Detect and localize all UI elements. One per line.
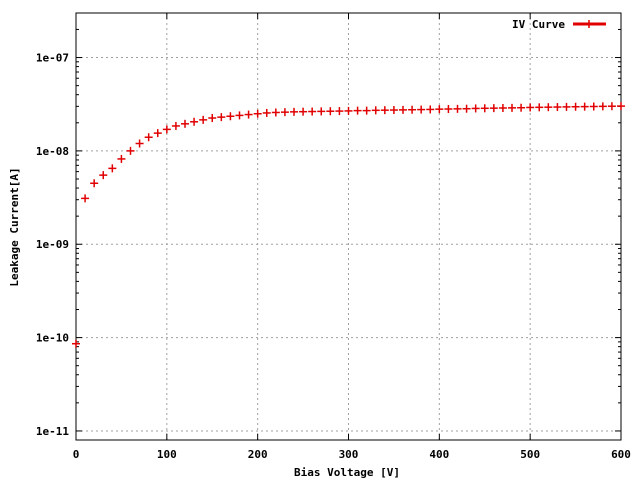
x-tick-labels: 0 100 200 300 400 500 600	[73, 448, 631, 461]
data-point	[508, 103, 516, 112]
data-point	[517, 103, 526, 112]
data-point	[108, 164, 117, 173]
data-point	[226, 112, 235, 121]
data-point	[117, 154, 126, 163]
data-point	[444, 105, 453, 114]
y-tick-label: 1e-10	[36, 332, 69, 345]
data-point	[408, 105, 417, 114]
data-point	[489, 104, 498, 113]
data-point	[262, 108, 271, 117]
plot-frame	[75, 12, 622, 441]
data-point	[72, 339, 80, 348]
y-tick-labels: 1e-11 1e-10 1e-09 1e-08 1e-07	[36, 52, 69, 438]
x-tick-label: 200	[248, 448, 268, 461]
y-tick-label: 1e-09	[36, 238, 69, 251]
data-point	[571, 102, 580, 111]
x-tick-label: 600	[611, 448, 631, 461]
data-point	[244, 110, 253, 119]
x-tick-label: 400	[429, 448, 449, 461]
data-point	[253, 109, 262, 118]
data-point	[589, 102, 598, 111]
data-point	[326, 107, 335, 116]
data-point	[190, 117, 199, 126]
data-point	[171, 121, 180, 130]
x-axis-label: Bias Voltage [V]	[294, 466, 400, 479]
data-point	[208, 114, 217, 123]
data-point	[353, 106, 362, 115]
data-point	[435, 105, 444, 114]
data-point	[153, 129, 162, 138]
grid-lines	[76, 13, 621, 440]
data-point	[290, 107, 298, 116]
data-point	[299, 107, 308, 116]
data-point	[526, 103, 535, 112]
data-point	[607, 102, 616, 111]
data-point	[544, 103, 553, 112]
x-tick-label: 500	[520, 448, 540, 461]
data-point	[462, 104, 471, 113]
data-point	[217, 113, 226, 122]
data-point	[362, 106, 371, 115]
data-point	[426, 105, 435, 114]
x-tick-label: 100	[157, 448, 177, 461]
data-point	[562, 102, 571, 111]
data-points	[72, 102, 625, 348]
data-point	[308, 107, 317, 116]
data-point	[399, 105, 407, 114]
y-tick-label: 1e-08	[36, 145, 69, 158]
data-point	[598, 102, 607, 111]
data-point	[580, 102, 589, 111]
data-point	[90, 179, 99, 188]
data-point	[99, 171, 108, 180]
data-point	[553, 103, 562, 112]
data-point	[135, 139, 144, 148]
data-point	[389, 106, 398, 115]
data-point	[235, 111, 244, 120]
data-point	[371, 106, 380, 115]
data-point	[471, 104, 480, 113]
data-point	[271, 108, 280, 117]
data-point	[199, 115, 208, 124]
data-point	[162, 125, 171, 134]
data-point	[280, 108, 289, 117]
data-point	[317, 107, 326, 116]
data-point	[344, 106, 353, 115]
y-axis-label: Leakage Current[A]	[8, 167, 21, 286]
data-point	[181, 119, 189, 128]
x-tick-label: 0	[73, 448, 80, 461]
legend: IV Curve	[512, 18, 606, 31]
axis-ticks	[75, 12, 622, 440]
y-tick-label: 1e-11	[36, 425, 69, 438]
x-tick-label: 300	[339, 448, 359, 461]
data-point	[417, 105, 426, 114]
legend-marker	[585, 20, 593, 28]
data-point	[617, 102, 625, 111]
data-point	[380, 106, 389, 115]
data-point	[144, 133, 153, 142]
legend-label: IV Curve	[512, 18, 565, 31]
data-point	[498, 104, 507, 113]
data-point	[81, 194, 90, 203]
data-point	[535, 103, 544, 112]
data-point	[480, 104, 489, 113]
data-point	[453, 104, 462, 113]
data-point	[126, 146, 135, 155]
data-point	[335, 107, 344, 116]
y-tick-label: 1e-07	[36, 52, 69, 65]
